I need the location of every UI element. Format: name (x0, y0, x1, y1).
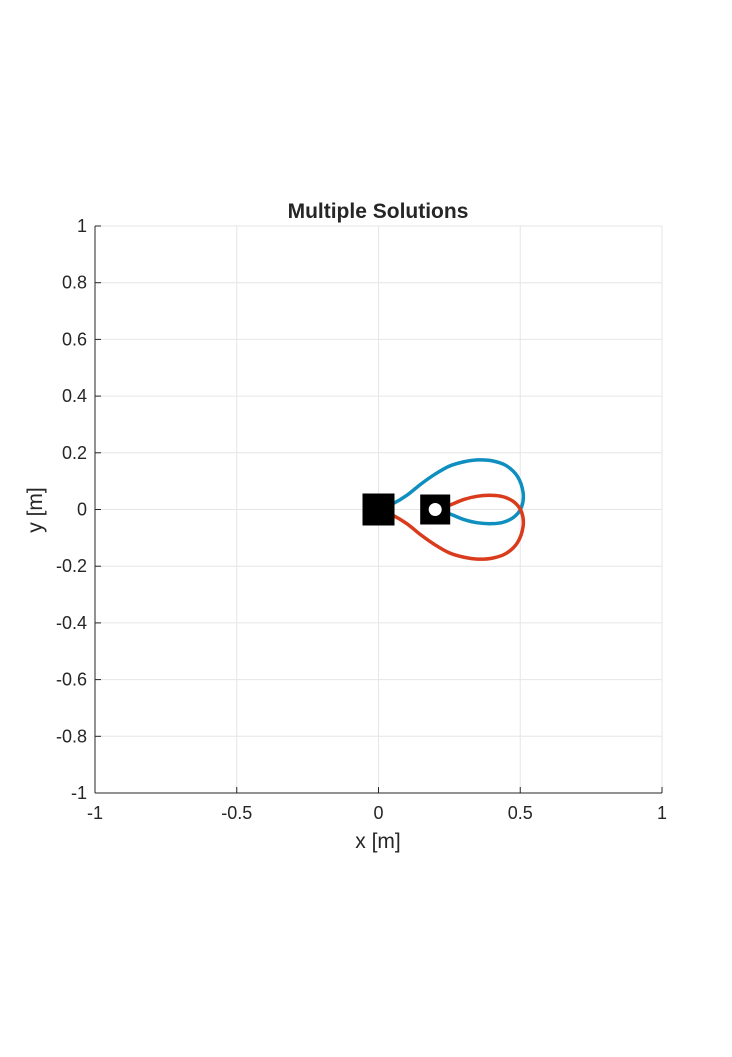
plot-area: -1 -0.5 0 0.5 1 1 0.8 0.6 0.4 0.2 0 -0.2 -0.4 -0.6 -0.… (56, 216, 667, 823)
x-axis-label: x [m] (355, 830, 401, 853)
y-tick-label: -0.8 (56, 726, 87, 746)
y-tick-label: -0.6 (56, 670, 87, 690)
y-axis-label: y [m] (24, 487, 47, 533)
tick-labels: -1 -0.5 0 0.5 1 1 0.8 0.6 0.4 0.2 0 -0.2 -0.4 -0.6 -0.… (56, 216, 667, 823)
y-tick-label: 0.4 (62, 386, 87, 406)
x-tick-label: 0 (373, 803, 383, 823)
series-lines (376, 458, 526, 561)
x-tick-label: 0.5 (508, 803, 533, 823)
start-marker (362, 493, 395, 526)
chart-title: Multiple Solutions (288, 200, 469, 223)
series-line-1 (376, 458, 526, 526)
markers (362, 493, 451, 526)
axes (94, 225, 663, 794)
y-tick-label: -1 (71, 783, 87, 803)
y-tick-label: 1 (77, 216, 87, 236)
x-tick-label: -0.5 (221, 803, 252, 823)
y-tick-label: 0 (77, 500, 87, 520)
goal-marker-dot (428, 503, 442, 516)
y-tick-label: -0.4 (56, 613, 87, 633)
y-tick-label: 0.6 (62, 329, 87, 349)
series-line-2 (376, 493, 526, 561)
y-tick-label: 0.8 (62, 273, 87, 293)
y-tick-label: 0.2 (62, 443, 87, 463)
y-tick-label: -0.2 (56, 556, 87, 576)
x-tick-label: -1 (87, 803, 103, 823)
x-tick-label: 1 (657, 803, 667, 823)
